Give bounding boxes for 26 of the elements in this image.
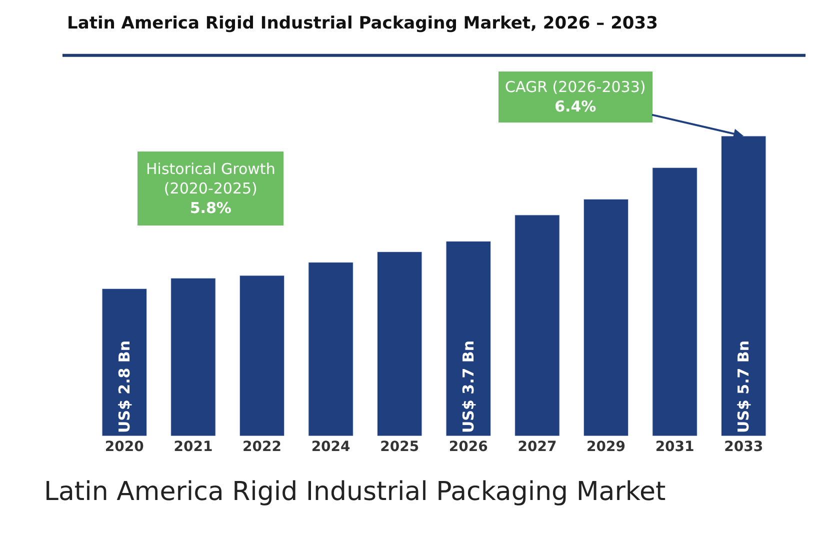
x-tick-label: 2022 xyxy=(242,439,282,455)
bar xyxy=(308,262,354,436)
bar xyxy=(583,198,629,436)
x-tick-label: 2021 xyxy=(174,439,213,455)
bar xyxy=(514,214,560,436)
bar xyxy=(102,288,148,436)
x-tick-label: 2029 xyxy=(586,439,626,455)
data-label: US$ 5.7 Bn xyxy=(734,340,753,433)
x-tick-label: 2025 xyxy=(380,439,420,455)
x-tick-label: 2026 xyxy=(448,439,488,455)
x-tick-label: 2031 xyxy=(655,439,694,455)
bar xyxy=(170,278,216,436)
x-tick-label: 2020 xyxy=(104,439,144,455)
bar xyxy=(446,241,492,436)
data-label: US$ 2.8 Bn xyxy=(115,340,134,433)
bar xyxy=(376,252,422,436)
text: Latin America Rigid Industrial Packaging Market xyxy=(44,477,666,507)
chart-title: Latin America Rigid Industrial Packaging Market, 2026 – 2033 xyxy=(67,13,658,34)
data-label: US$ 3.7 Bn xyxy=(459,340,478,433)
annotation: Historical Growth (2020-2025) 5.8% xyxy=(146,160,276,217)
bar xyxy=(652,167,698,436)
annotation: CAGR (2026-2033) 6.4% xyxy=(505,78,646,116)
x-tick-label: 2033 xyxy=(724,439,764,455)
x-tick-label: 2024 xyxy=(311,439,351,455)
bar xyxy=(239,275,285,436)
x-tick-label: 2027 xyxy=(518,439,557,455)
